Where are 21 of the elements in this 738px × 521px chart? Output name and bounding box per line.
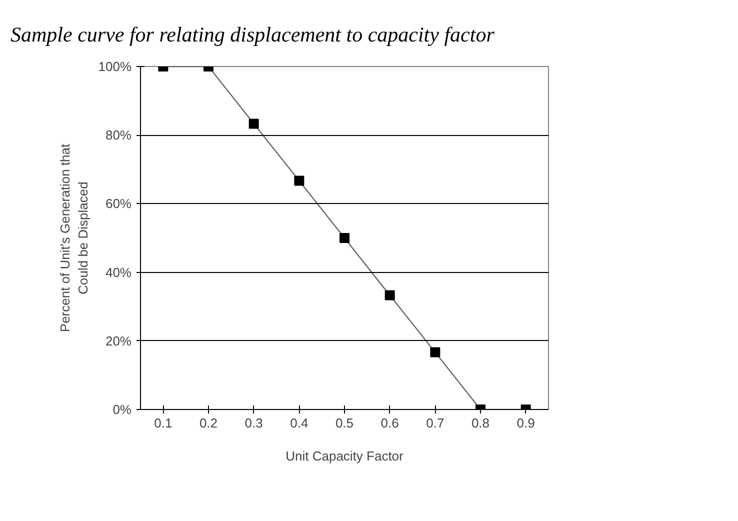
x-tick-label: 0.8 [471,416,490,430]
x-tick-label: 0.1 [154,416,172,430]
x-tick-label: 0.3 [244,416,263,430]
x-tick-label: 0.2 [199,416,218,430]
x-tick-label: 0.4 [290,416,308,430]
point [384,290,395,300]
y-tick-label: 60% [105,196,132,212]
y-tick-label: 100% [98,59,132,74]
point [340,233,350,243]
point [294,176,304,186]
y-tick-label: 80% [105,128,132,143]
chart-title: Sample curve for relating displacement to capacity factor [10,22,496,46]
x-tick-label: 0.5 [335,416,354,430]
y-tick-label: 20% [105,333,132,348]
x-tick-label: 0.7 [426,416,444,430]
y-tick-label: 0% [112,402,132,417]
x-tick-label: 0.6 [380,416,399,430]
y-axis-title: Percent of Unit's Generation that Could be Displaced [57,144,90,332]
x-axis-title: Unit Capacity Factor [286,448,404,464]
y-tick-label: 40% [105,264,132,280]
x-tick-label: 0.9 [516,416,535,430]
